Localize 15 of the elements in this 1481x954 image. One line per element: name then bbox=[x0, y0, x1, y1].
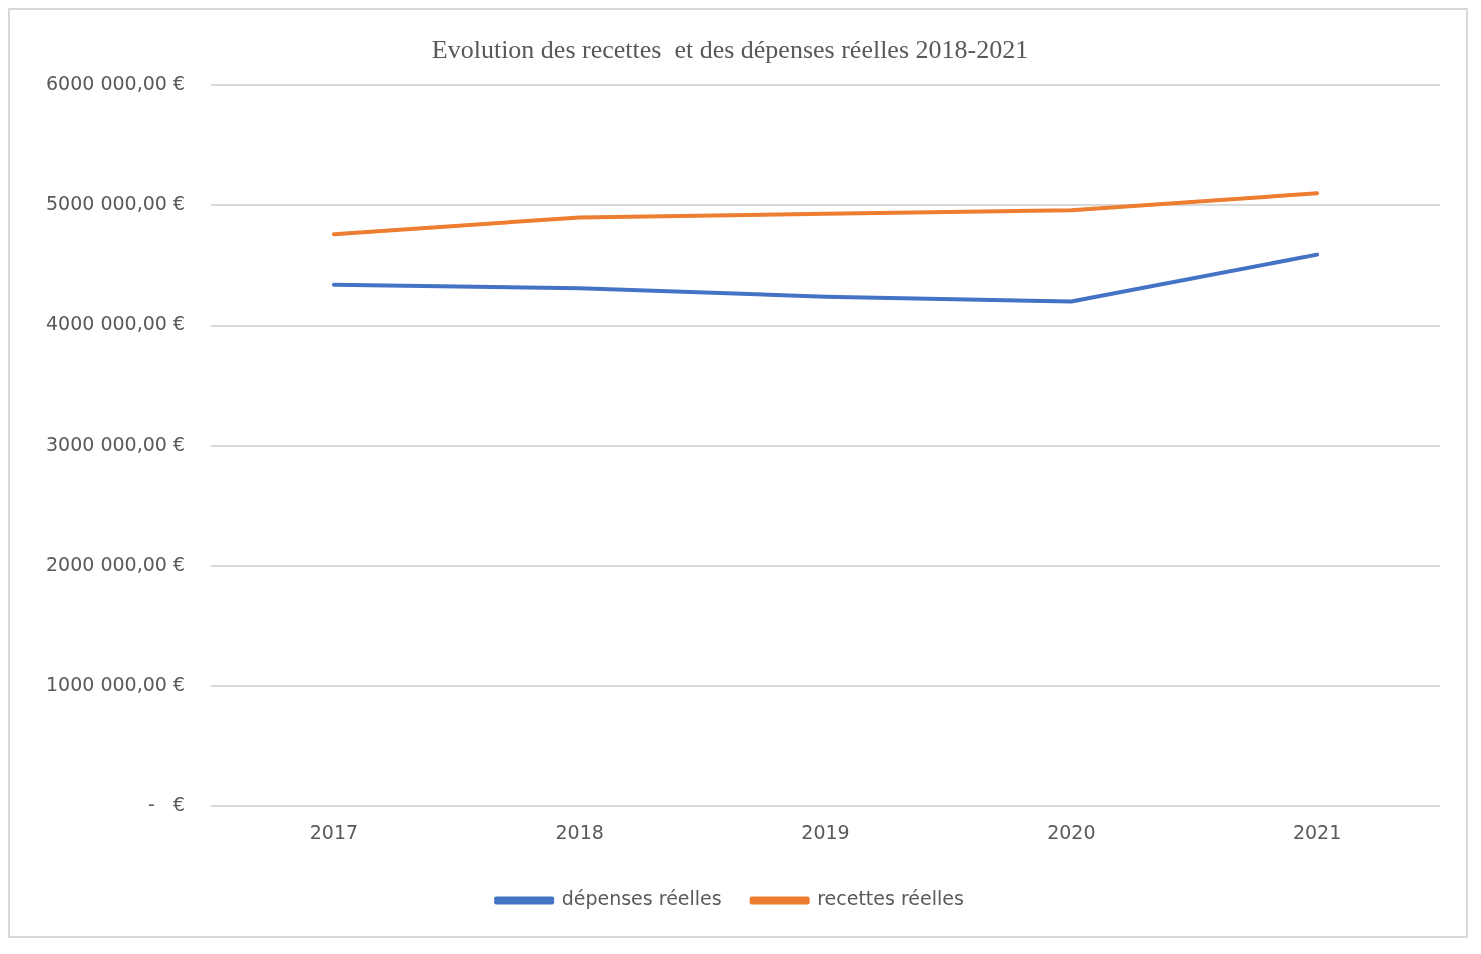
x-tick-label: 2019 bbox=[801, 820, 850, 843]
y-tick-label: 1000 000,00 € bbox=[45, 672, 185, 695]
x-tick-label: 2018 bbox=[555, 820, 604, 843]
y-tick-label: 5000 000,00 € bbox=[45, 192, 185, 215]
y-tick-label: 4000 000,00 € bbox=[45, 312, 185, 335]
x-tick-label: 2017 bbox=[309, 820, 359, 843]
legend-label: recettes réelles bbox=[817, 887, 964, 910]
x-tick-label: 2020 bbox=[1047, 820, 1096, 843]
y-tick-label: 3000 000,00 € bbox=[45, 432, 185, 455]
x-tick-label: 2021 bbox=[1292, 820, 1342, 843]
y-tick-label: - € bbox=[147, 793, 185, 816]
chart-title: Evolution des recettes et des dépenses réelles 2018-2021 bbox=[431, 35, 1029, 65]
y-tick-label: 2000 000,00 € bbox=[45, 552, 185, 575]
legend-label: dépenses réelles bbox=[561, 887, 722, 910]
y-tick-label: 6000 000,00 € bbox=[45, 72, 185, 95]
